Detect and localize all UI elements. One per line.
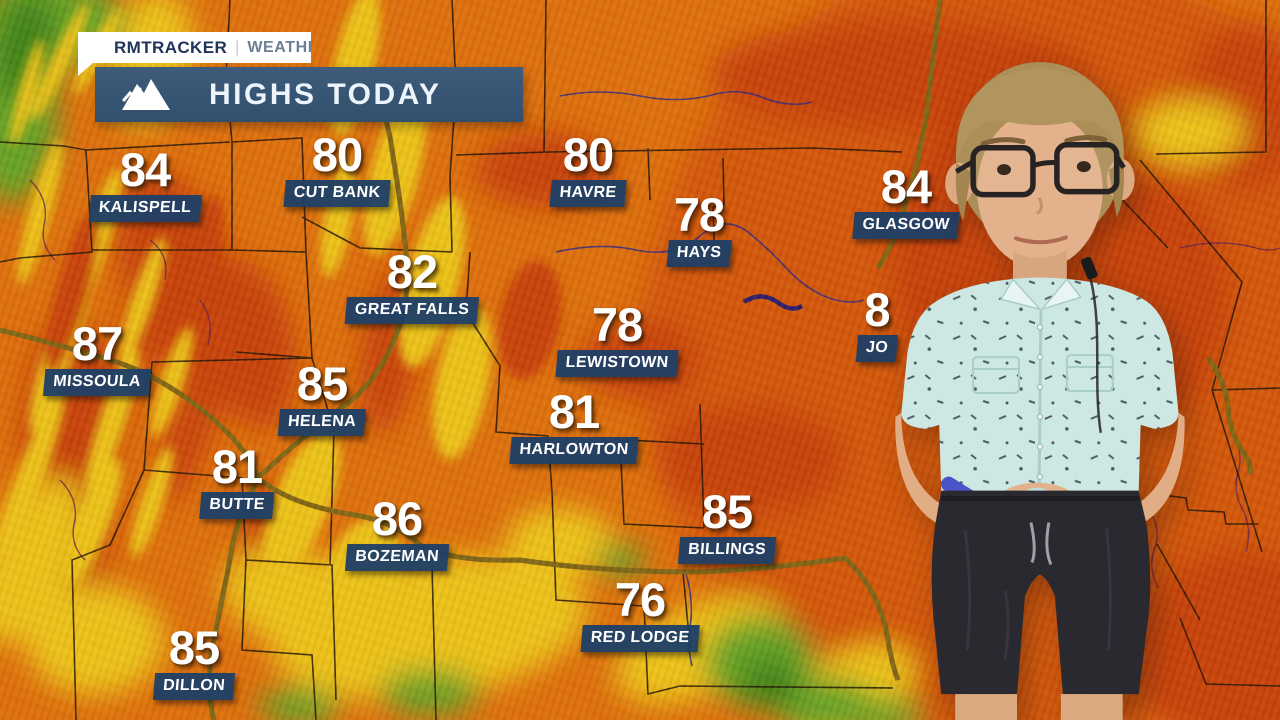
- temp-station-butte: 81 BUTTE: [199, 440, 275, 519]
- temp-value: 85: [296, 357, 348, 410]
- mountain-icon: [119, 76, 173, 113]
- brand-text: RMTRACKER: [114, 37, 228, 57]
- city-label: CUT BANK: [283, 179, 391, 207]
- temp-value: 80: [562, 128, 614, 181]
- city-label: GREAT FALLS: [344, 296, 480, 324]
- section-text: WEATHE: [247, 38, 311, 56]
- banner-title: HIGHS TODAY: [209, 77, 442, 111]
- temp-station-cut-bank: 80 CUT BANK: [283, 128, 391, 207]
- city-label: KALISPELL: [88, 194, 202, 222]
- temp-value: 78: [591, 298, 643, 351]
- presenter-shirt: [901, 256, 1179, 507]
- presenter-shorts: [931, 490, 1151, 695]
- city-label: HELENA: [277, 408, 367, 436]
- city-label: MISSOULA: [42, 368, 152, 396]
- temp-value: 81: [211, 440, 263, 493]
- temp-value: 81: [548, 385, 600, 438]
- temp-station-great-falls: 82 GREAT FALLS: [344, 245, 480, 324]
- temp-value: 87: [71, 317, 123, 370]
- presenter-head: [945, 61, 1135, 296]
- temp-station-hays: 78 HAYS: [666, 188, 732, 267]
- city-label: BUTTE: [199, 491, 275, 519]
- temp-value: 82: [386, 245, 438, 298]
- city-label: HAVRE: [549, 179, 627, 207]
- banner-divider: |: [235, 38, 240, 56]
- city-label: DILLON: [152, 672, 236, 700]
- temp-value: 80: [311, 128, 363, 181]
- lavalier-mic: [1080, 256, 1102, 434]
- temp-station-kalispell: 84 KALISPELL: [88, 143, 202, 222]
- city-label: RED LODGE: [580, 624, 700, 652]
- banner-tail: [78, 63, 93, 76]
- temp-station-billings: 85 BILLINGS: [677, 485, 777, 564]
- temp-value: 86: [371, 492, 423, 545]
- temp-station-helena: 85 HELENA: [277, 357, 367, 436]
- temp-station-missoula: 87 MISSOULA: [42, 317, 152, 396]
- temp-station-lewistown: 78 LEWISTOWN: [555, 298, 679, 377]
- presenter-legs: [955, 694, 1123, 720]
- terrain-ridges: [0, 0, 562, 646]
- city-label: HARLOWTON: [509, 436, 639, 464]
- temp-value: 84: [119, 143, 171, 196]
- weather-presenter: [895, 61, 1185, 720]
- city-label: BILLINGS: [677, 536, 777, 564]
- city-label: LEWISTOWN: [555, 349, 679, 377]
- temp-station-harlowton: 81 HARLOWTON: [509, 385, 639, 464]
- temp-station-bozeman: 86 BOZEMAN: [344, 492, 450, 571]
- temp-value: 85: [168, 621, 220, 674]
- temp-station-red-lodge: 76 RED LODGE: [580, 573, 700, 652]
- temp-value: 85: [701, 485, 753, 538]
- city-label: BOZEMAN: [344, 543, 450, 571]
- temp-value: 76: [614, 573, 666, 626]
- stormtracker-banner: RMTRACKER | WEATHE: [78, 32, 311, 76]
- city-label: HAYS: [666, 239, 732, 267]
- highs-today-banner: HIGHS TODAY: [95, 67, 523, 122]
- temp-value: 78: [673, 188, 725, 241]
- river-lines: [29, 90, 1280, 667]
- temp-station-dillon: 85 DILLON: [152, 621, 236, 700]
- temp-station-havre: 80 HAVRE: [549, 128, 627, 207]
